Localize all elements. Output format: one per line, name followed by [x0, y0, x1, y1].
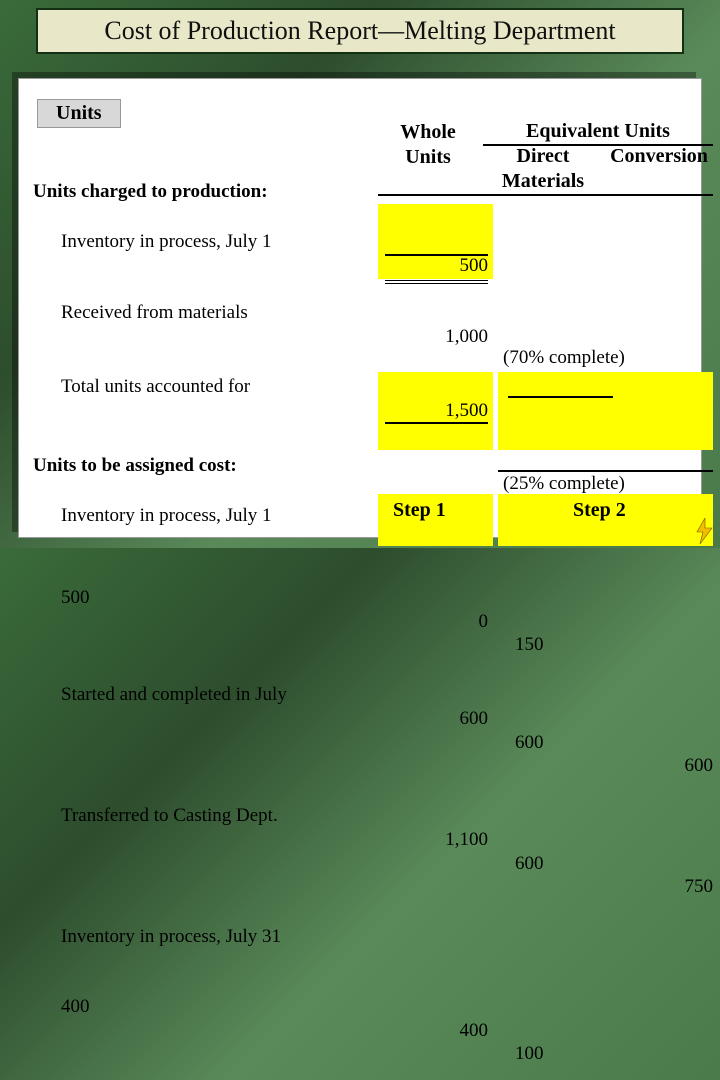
- lightning-icon: [694, 518, 714, 544]
- report-grid: Equivalent Units Whole Units Direct Mate…: [33, 174, 687, 574]
- r7-w: 1,100: [378, 828, 488, 852]
- rule-m1: [508, 396, 613, 398]
- section2: Units to be assigned cost:: [33, 454, 373, 478]
- r2-label: Received from materials: [33, 301, 373, 325]
- r9-w: 400: [378, 1019, 488, 1043]
- r6-label: Started and completed in July: [33, 683, 373, 707]
- hdr-conversion: Conversion: [603, 144, 715, 169]
- r4-label: Inventory in process, July 1: [33, 504, 373, 528]
- units-box: Units: [37, 99, 121, 128]
- r7-m: 600: [503, 852, 613, 876]
- r6-c: 600: [613, 754, 713, 778]
- hl-mc-col: [498, 372, 713, 450]
- r5-label: 500: [33, 586, 373, 610]
- step1-label: Step 1: [393, 498, 446, 523]
- r5-m: 150: [503, 633, 613, 657]
- r7-c: 750: [613, 875, 713, 899]
- rule-w2: [385, 422, 488, 424]
- r6-m: 600: [503, 731, 613, 755]
- rule-2: [385, 280, 488, 284]
- r9-m: 100: [503, 1042, 613, 1066]
- r8-label: Inventory in process, July 31: [33, 925, 373, 949]
- r6-w: 600: [378, 707, 488, 731]
- note70: (70% complete): [503, 346, 713, 370]
- step2-label: Step 2: [573, 498, 626, 523]
- r3-label: Total units accounted for: [33, 375, 373, 399]
- section1: Units charged to production:: [33, 180, 373, 204]
- hdr-rule: [378, 194, 713, 196]
- r7-label: Transferred to Casting Dept.: [33, 804, 373, 828]
- page-title: Cost of Production Report—Melting Depart…: [104, 16, 615, 45]
- hdr-whole: Whole Units: [378, 120, 478, 170]
- r5-w: 0: [378, 610, 488, 634]
- content-panel: Units Equivalent Units Whole Units Direc…: [18, 78, 702, 538]
- r9-label: 400: [33, 995, 373, 1019]
- hdr-equivalent: Equivalent Units: [483, 119, 713, 146]
- note25: (25% complete): [503, 472, 713, 496]
- hdr-direct: Direct Materials: [483, 144, 603, 194]
- units-label: Units: [56, 102, 102, 124]
- r1-label: Inventory in process, July 1: [33, 230, 373, 254]
- r1-w: 500: [378, 254, 488, 278]
- r3-w: 1,500: [378, 399, 488, 423]
- r2-w: 1,000: [378, 325, 488, 349]
- title-bar: Cost of Production Report—Melting Depart…: [36, 8, 684, 54]
